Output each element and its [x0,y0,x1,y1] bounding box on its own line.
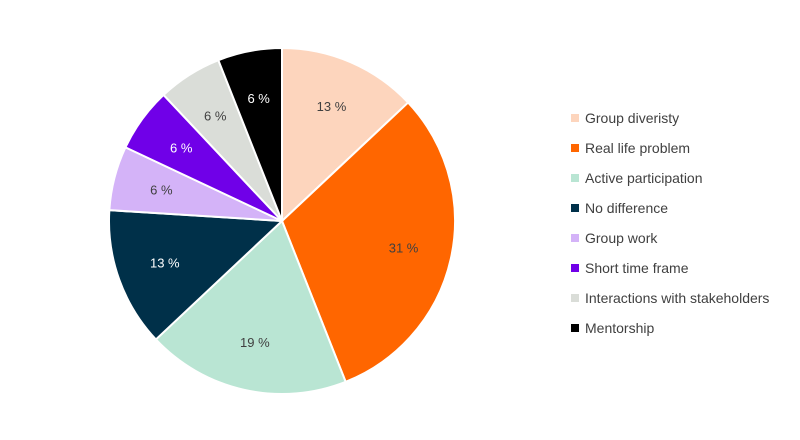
legend-label: Real life problem [585,140,691,156]
legend-swatch [571,144,579,152]
legend-label: Interactions with stakeholders [585,290,770,306]
pie-data-labels: 13 % 31 % 19 % 13 % 6 % 6 % 6 % 6 % [150,91,419,350]
legend-swatch [571,114,579,122]
legend-swatch [571,234,579,242]
legend-item: No difference [571,193,796,223]
pie-slice [217,47,283,222]
pie-slices [108,47,456,395]
pie-slice [281,101,456,383]
legend-item: Group diveristy [571,103,796,133]
legend-item: Mentorship [571,313,796,343]
pie-data-label: 13 % [150,256,180,271]
pie-slice [154,220,347,395]
legend-swatch [571,294,579,302]
legend-item: Group work [571,223,796,253]
legend-label: Group work [585,230,658,246]
legend-label: Short time frame [585,260,689,276]
legend-item: Active participation [571,163,796,193]
legend-label: No difference [585,200,669,216]
pie-data-label: 6 % [150,183,173,198]
pie-data-label: 6 % [204,108,227,123]
chart-legend: Group diveristy Real life problem Active p… [571,103,796,343]
legend-item: Interactions with stakeholders [571,283,796,313]
pie-slice [108,209,283,341]
legend-label: Mentorship [585,320,655,336]
legend-label: Group diveristy [585,110,680,126]
legend-item: Real life problem [571,133,796,163]
pie-slice [281,47,410,222]
legend-swatch [571,264,579,272]
pie-data-label: 6 % [170,140,193,155]
pie-data-label: 13 % [317,99,347,114]
legend-item: Short time frame [571,253,796,283]
pie-data-label: 19 % [240,335,270,350]
pie-data-label: 31 % [389,241,419,256]
legend-swatch [571,204,579,212]
legend-swatch [571,324,579,332]
pie-data-label: 6 % [247,91,270,106]
legend-label: Active participation [585,170,703,186]
legend-swatch [571,174,579,182]
